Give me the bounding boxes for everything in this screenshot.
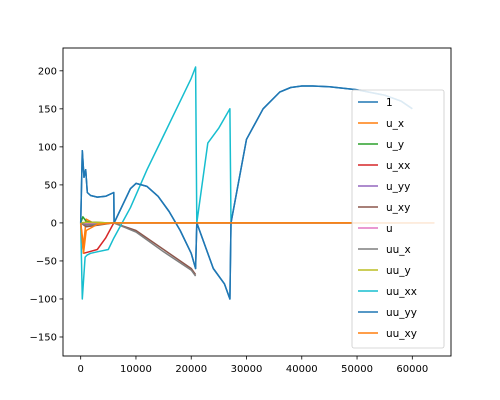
y-tick-label: −150 (30, 332, 57, 343)
y-tick-label: 50 (44, 180, 57, 191)
x-tick-label: 50000 (341, 364, 373, 375)
y-tick-label: 150 (38, 104, 57, 115)
x-tick-label: 0 (77, 364, 83, 375)
legend-label: u_xx (386, 160, 410, 172)
x-tick-label: 40000 (286, 364, 318, 375)
x-tick-label: 10000 (120, 364, 152, 375)
y-tick-label: 200 (38, 66, 57, 77)
legend: 1 u_x u_y u_xx u_yy u_xyu uu_x uu_y uu_xx uu_yyuu… (352, 90, 444, 348)
legend-label: u_x (386, 118, 404, 130)
legend-label: uu_y (386, 265, 411, 277)
x-tick-label: 20000 (175, 364, 207, 375)
legend-label: u_yy (386, 181, 410, 193)
y-tick-label: −100 (30, 294, 57, 305)
x-tick-label: 60000 (396, 364, 428, 375)
legend-label: u_xy (386, 202, 410, 214)
legend-label: uu_x (386, 244, 411, 256)
y-tick-label: −50 (36, 256, 57, 267)
y-tick-label: 100 (38, 142, 57, 153)
legend-label: uu_xx (386, 286, 417, 298)
y-tick-label: 0 (51, 218, 57, 229)
legend-label: u_y (386, 139, 404, 151)
legend-label: uu_yy (386, 307, 417, 319)
legend-label: u (386, 223, 393, 235)
x-tick-label: 30000 (231, 364, 263, 375)
legend-label: 1 (386, 97, 393, 109)
legend-label: uu_xy (386, 328, 417, 340)
